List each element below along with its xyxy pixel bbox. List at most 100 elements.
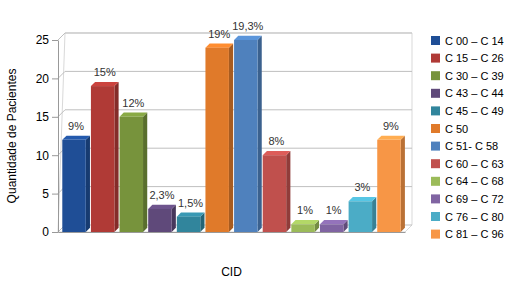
bar	[62, 140, 85, 232]
y-tick-mark	[52, 78, 58, 79]
legend-swatch	[431, 54, 440, 63]
y-tick-mark	[52, 232, 58, 233]
legend-swatch	[431, 212, 440, 221]
legend-label: C 00 – C 14	[445, 35, 504, 47]
bar-top	[349, 197, 377, 201]
legend-swatch	[431, 89, 440, 98]
bar	[320, 224, 343, 232]
y-tick: 10	[36, 149, 58, 163]
legend-swatch	[431, 36, 440, 45]
legend-label: C 15 – C 26	[445, 52, 504, 64]
percent-label: 2,3%	[149, 189, 174, 201]
y-axis-title: Quantidade de Pacientes	[5, 69, 19, 204]
percent-label: 3%	[354, 181, 370, 193]
legend-label: C 45 – C 49	[445, 105, 504, 117]
bar	[177, 217, 200, 232]
bar-side	[143, 113, 147, 232]
bar-top	[205, 43, 233, 47]
y-tick-mark	[52, 40, 58, 41]
legend-item: C 69 – C 72	[431, 193, 504, 205]
bar-side	[229, 43, 233, 232]
legend-label: C 64 – C 68	[445, 175, 504, 187]
bar	[120, 117, 143, 232]
legend-swatch	[431, 177, 440, 186]
bar-top	[177, 212, 205, 216]
legend-swatch	[431, 194, 440, 203]
percent-label: 12%	[122, 97, 144, 109]
x-axis-line	[59, 232, 406, 233]
legend-swatch	[431, 124, 440, 133]
y-tick: 15	[36, 110, 58, 124]
legend-item: C 81 – C 96	[431, 228, 504, 240]
percent-label: 19,3%	[232, 20, 263, 32]
bar	[234, 40, 257, 232]
y-tick: 0	[42, 225, 58, 239]
bar-top	[377, 136, 405, 140]
legend-label: C 30 – C 39	[445, 70, 504, 82]
bar-top	[91, 82, 119, 86]
legend-swatch	[431, 159, 440, 168]
legend: C 00 – C 14 C 15 – C 26 C 30 – C 39 C 43 – …	[431, 35, 504, 241]
grid	[58, 33, 412, 232]
bars	[62, 36, 405, 232]
y-tick-mark	[52, 117, 58, 118]
bar-side	[114, 82, 118, 232]
y-tick-label: 10	[36, 149, 50, 163]
x-axis-title: CID	[221, 265, 242, 279]
percent-label: 9%	[68, 120, 84, 132]
bar	[148, 209, 171, 232]
bar	[263, 155, 286, 232]
y-tick-mark	[52, 155, 58, 156]
bar	[205, 48, 228, 232]
legend-label: C 60 – C 63	[445, 158, 504, 170]
bar-side	[86, 136, 90, 232]
legend-item: C 15 – C 26	[431, 52, 504, 64]
bar	[291, 224, 314, 232]
percent-label: 8%	[268, 135, 284, 147]
legend-label: C 43 – C 44	[445, 87, 504, 99]
grid-line	[58, 33, 412, 40]
y-axis: 0 5 10 15 20 25	[36, 33, 59, 239]
legend-label: C 50	[445, 123, 468, 135]
y-tick-label: 15	[36, 110, 50, 124]
y-tick-label: 25	[36, 33, 50, 47]
percent-labels: 9%15%12%2,3%1,5%19%19,3%8%1%1%3%9%	[68, 20, 399, 216]
legend-item: C 00 – C 14	[431, 35, 504, 47]
bar-side	[258, 36, 262, 232]
legend-swatch	[431, 71, 440, 80]
legend-item: C 51- C 58	[431, 140, 498, 152]
bar	[91, 86, 114, 232]
y-tick-mark	[52, 194, 58, 195]
bar-top	[234, 36, 262, 40]
y-tick: 25	[36, 33, 58, 47]
bar-top	[62, 136, 90, 140]
legend-label: C 69 – C 72	[445, 193, 504, 205]
bar	[377, 140, 400, 232]
y-tick-label: 0	[42, 225, 49, 239]
bar	[349, 201, 372, 232]
percent-label: 1,5%	[178, 197, 203, 209]
bar-top	[148, 205, 176, 209]
legend-item: C 60 – C 63	[431, 158, 504, 170]
bar-side	[372, 197, 376, 232]
legend-item: C 50	[431, 123, 468, 135]
legend-label: C 76 – C 80	[445, 211, 504, 223]
bar-top	[291, 220, 319, 224]
y-tick: 5	[42, 187, 58, 201]
legend-swatch	[431, 142, 440, 151]
y-tick-label: 5	[42, 187, 49, 201]
legend-label: C 81 – C 96	[445, 228, 504, 240]
x-axis	[59, 232, 406, 234]
percent-label: 1%	[297, 204, 313, 216]
bar-side	[172, 205, 176, 232]
legend-item: C 76 – C 80	[431, 211, 504, 223]
bar-top	[320, 220, 348, 224]
bar-top	[120, 113, 148, 117]
plot: 9%15%12%2,3%1,5%19%19,3%8%1%1%3%9%051015…	[36, 20, 412, 239]
legend-item: C 64 – C 68	[431, 175, 504, 187]
bar-top	[263, 151, 291, 155]
legend-swatch	[431, 106, 440, 115]
legend-label: C 51- C 58	[445, 140, 498, 152]
y-tick: 20	[36, 72, 58, 86]
bar-side	[286, 151, 290, 232]
